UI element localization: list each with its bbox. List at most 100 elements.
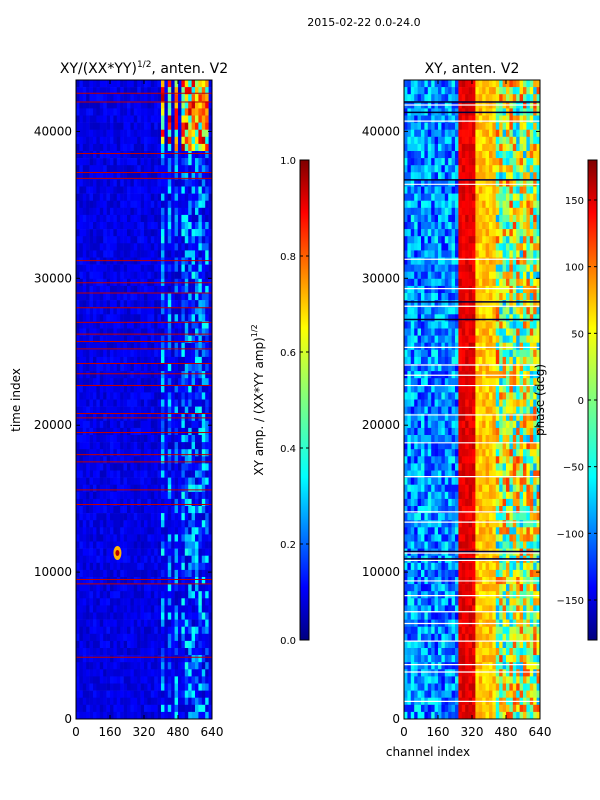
amplitude-cell bbox=[161, 591, 165, 599]
amplitude-cell bbox=[161, 470, 165, 478]
amplitude-cell bbox=[150, 584, 155, 592]
phase-cell bbox=[458, 200, 463, 209]
amplitude-cell bbox=[140, 577, 145, 585]
phase-cell bbox=[512, 200, 517, 209]
amplitude-cell bbox=[198, 506, 203, 514]
amplitude-cell bbox=[147, 172, 152, 180]
phase-cell bbox=[523, 285, 527, 294]
amplitude-cell bbox=[113, 498, 118, 507]
amplitude-cell bbox=[93, 342, 97, 351]
amplitude-cell bbox=[99, 392, 104, 400]
phase-cell bbox=[438, 285, 442, 294]
amplitude-cell bbox=[82, 179, 87, 187]
amplitude-cell bbox=[191, 285, 196, 294]
phase-cell bbox=[485, 222, 490, 230]
amplitude-cell bbox=[147, 335, 152, 343]
phase-cell bbox=[427, 285, 432, 294]
amplitude-cell bbox=[116, 392, 121, 400]
phase-cell bbox=[444, 122, 449, 130]
amplitude-cell bbox=[106, 392, 111, 400]
phase-cell bbox=[478, 264, 483, 272]
amplitude-cell bbox=[82, 271, 87, 280]
phase-cell bbox=[485, 293, 490, 301]
phase-cell bbox=[495, 271, 500, 280]
amplitude-cell bbox=[103, 271, 107, 280]
amplitude-cell bbox=[171, 655, 175, 663]
amplitude-cell bbox=[96, 101, 101, 109]
amplitude-cell bbox=[144, 179, 148, 187]
phase-cell bbox=[536, 143, 540, 152]
phase-cell bbox=[434, 285, 439, 294]
amplitude-cell bbox=[167, 129, 172, 138]
amplitude-cell bbox=[188, 427, 192, 436]
phase-cell bbox=[492, 214, 497, 223]
amplitude-cell bbox=[157, 513, 162, 521]
amplitude-cell bbox=[89, 683, 94, 691]
amplitude-cell bbox=[167, 442, 172, 450]
amplitude-cell bbox=[133, 506, 138, 514]
amplitude-cell bbox=[167, 470, 172, 478]
amplitude-cell bbox=[174, 101, 179, 109]
amplitude-cell bbox=[191, 612, 196, 620]
amplitude-cell bbox=[110, 378, 114, 386]
phase-cell bbox=[533, 243, 537, 251]
phase-cell bbox=[475, 165, 480, 173]
amplitude-cell bbox=[79, 477, 84, 485]
amplitude-cell bbox=[106, 285, 111, 294]
amplitude-cell bbox=[150, 115, 155, 123]
amplitude-cell bbox=[178, 442, 182, 450]
phase-cell bbox=[441, 87, 446, 95]
amplitude-cell bbox=[113, 683, 118, 691]
amplitude-cell bbox=[86, 321, 90, 329]
amplitude-cell bbox=[76, 584, 80, 592]
phase-cell bbox=[492, 87, 497, 95]
amplitude-cell bbox=[93, 356, 97, 365]
amplitude-cell bbox=[181, 271, 186, 280]
amplitude-cell bbox=[127, 264, 131, 272]
phase-cell bbox=[519, 172, 524, 180]
amplitude-cell bbox=[133, 619, 138, 627]
amplitude-cell bbox=[161, 285, 165, 294]
amplitude-cell bbox=[164, 506, 169, 514]
phase-cell bbox=[495, 172, 500, 180]
phase-cell bbox=[516, 179, 520, 187]
amplitude-cell bbox=[89, 364, 94, 372]
phase-heatmap bbox=[404, 80, 540, 719]
phase-cell bbox=[519, 293, 524, 301]
amplitude-cell bbox=[113, 442, 118, 450]
amplitude-cell bbox=[106, 584, 111, 592]
amplitude-cell bbox=[191, 676, 196, 684]
phase-cell bbox=[485, 80, 490, 88]
amplitude-cell bbox=[89, 250, 94, 258]
amplitude-cell bbox=[167, 165, 172, 173]
phase-cell bbox=[410, 293, 415, 301]
amplitude-cell bbox=[89, 321, 94, 329]
amplitude-cell bbox=[164, 463, 169, 471]
phase-cell bbox=[506, 222, 510, 230]
phase-cell bbox=[492, 271, 497, 280]
phase-cell bbox=[485, 179, 490, 187]
amplitude-cell bbox=[79, 80, 84, 88]
amplitude-cell bbox=[137, 520, 141, 528]
amplitude-cell bbox=[103, 704, 107, 713]
amplitude-cell bbox=[123, 648, 128, 656]
amplitude-cell bbox=[205, 498, 209, 507]
amplitude-cell bbox=[127, 633, 131, 642]
amplitude-cell bbox=[195, 498, 199, 507]
amplitude-cell bbox=[140, 151, 145, 159]
amplitude-cell bbox=[76, 193, 80, 201]
amplitude-cell bbox=[130, 690, 135, 698]
phase-cell bbox=[509, 285, 514, 294]
amplitude-cell bbox=[86, 243, 90, 251]
amplitude-cell bbox=[113, 214, 118, 223]
amplitude-cell bbox=[201, 513, 206, 521]
amplitude-cell bbox=[161, 655, 165, 663]
amplitude-cell bbox=[208, 193, 212, 201]
amplitude-cell bbox=[144, 342, 148, 351]
amplitude-cell bbox=[82, 229, 87, 237]
amplitude-cell bbox=[79, 349, 84, 358]
phase-cell bbox=[482, 243, 486, 251]
phase-cell bbox=[492, 80, 497, 88]
phase-cell bbox=[451, 271, 456, 280]
amplitude-cell bbox=[144, 463, 148, 471]
